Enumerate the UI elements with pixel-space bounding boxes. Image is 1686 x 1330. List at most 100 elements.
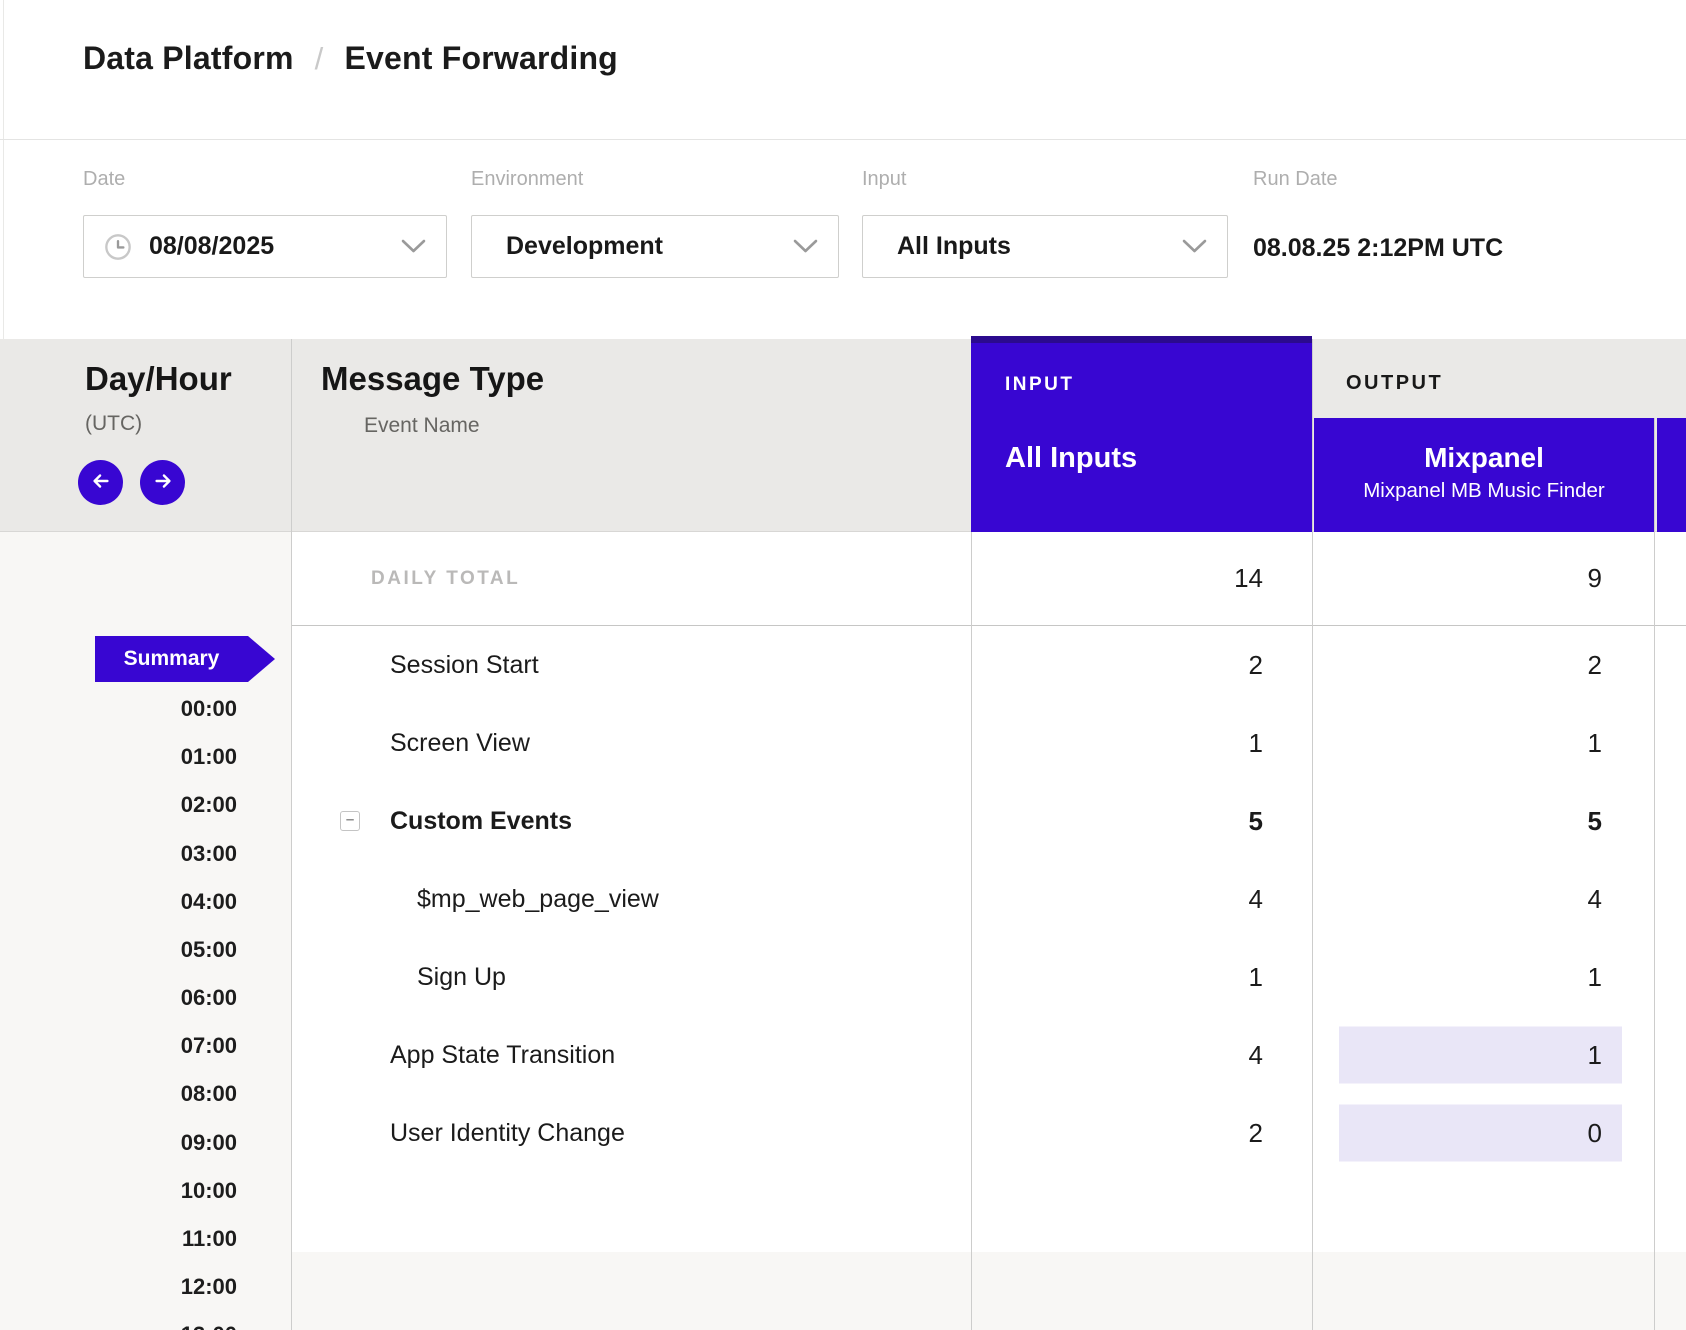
daily-total-output-value: 9 [1312, 563, 1654, 594]
table-row: – Custom Events 55 [291, 782, 1686, 860]
event-label-cell: – Custom Events [291, 807, 971, 836]
input-dropdown[interactable]: All Inputs [862, 215, 1228, 278]
event-label-cell: Session Start [291, 651, 971, 680]
mixpanel-column-subtitle: Mixpanel MB Music Finder [1314, 479, 1654, 503]
input-value: All Inputs [897, 232, 1011, 261]
header-divider [0, 139, 1686, 140]
breadcrumb-data-platform[interactable]: Data Platform [83, 40, 294, 77]
clock-icon [104, 233, 132, 261]
event-label-cell: Sign Up [291, 963, 971, 992]
environment-value: Development [506, 232, 663, 261]
hour-label[interactable]: 07:00 [0, 1033, 237, 1059]
output-count-cell: 4 [1312, 884, 1654, 915]
hour-label[interactable]: 05:00 [0, 937, 237, 963]
arrow-left-icon [90, 470, 112, 495]
chevron-down-icon [401, 239, 426, 254]
table-row: App State Transition 41 [291, 1016, 1686, 1094]
event-label-cell: App State Transition [291, 1041, 971, 1070]
event-label: Custom Events [390, 807, 572, 835]
hour-label[interactable]: 03:00 [0, 841, 237, 867]
all-inputs-column-title: All Inputs [1005, 442, 1312, 475]
column-divider [291, 339, 292, 1330]
panel-left-edge [3, 0, 4, 339]
day-hour-subtitle: (UTC) [85, 412, 142, 436]
next-day-button[interactable] [140, 460, 185, 505]
breadcrumb-separator: / [315, 41, 324, 77]
next-output-column-header[interactable] [1657, 418, 1686, 532]
previous-day-button[interactable] [78, 460, 123, 505]
table-row: Screen View11 [291, 704, 1686, 782]
input-count-cell: 1 [971, 962, 1312, 993]
date-value: 08/08/2025 [149, 232, 274, 261]
output-count-cell: 0 [1312, 1118, 1654, 1149]
input-count-cell: 4 [971, 1040, 1312, 1071]
table-row: User Identity Change 20 [291, 1094, 1686, 1172]
input-count-cell: 4 [971, 884, 1312, 915]
run-date-value: 08.08.25 2:12PM UTC [1253, 234, 1503, 263]
hour-label[interactable]: 00:00 [0, 696, 237, 722]
column-divider [1312, 339, 1313, 1330]
daily-total-row: DAILY TOTAL 14 9 [291, 532, 1686, 626]
environment-filter-label: Environment [471, 168, 583, 191]
event-label: Session Start [390, 651, 539, 679]
table-row: Session Start 22 [291, 626, 1686, 704]
event-label: Screen View [390, 729, 530, 757]
message-type-header: Message Type [321, 360, 544, 398]
day-hour-header: Day/Hour [85, 360, 232, 398]
run-date-label: Run Date [1253, 168, 1338, 191]
table-row: $mp_web_page_view 44 [291, 860, 1686, 938]
input-count-cell: 2 [971, 1118, 1312, 1149]
input-count-cell: 1 [971, 728, 1312, 759]
event-label: App State Transition [390, 1041, 615, 1069]
daily-total-label: DAILY TOTAL [291, 568, 971, 590]
hour-label[interactable]: 11:00 [0, 1226, 237, 1252]
breadcrumb-event-forwarding[interactable]: Event Forwarding [344, 40, 617, 77]
event-label: $mp_web_page_view [417, 885, 659, 913]
output-count-cell: 1 [1312, 962, 1654, 993]
breadcrumb: Data Platform / Event Forwarding [83, 40, 618, 77]
event-forwarding-page: Data Platform / Event Forwarding Date En… [0, 0, 1686, 1330]
dropped-count-highlight [1339, 1027, 1622, 1084]
input-filter-label: Input [862, 168, 906, 191]
event-name-subtitle: Event Name [364, 414, 480, 438]
output-count-cell: 2 [1312, 650, 1654, 681]
table-row: Sign Up 11 [291, 938, 1686, 1016]
collapse-minus-icon[interactable]: – [340, 811, 360, 831]
dropped-count-highlight [1339, 1105, 1622, 1162]
event-label-cell: Screen View [291, 729, 971, 758]
date-filter-label: Date [83, 168, 125, 191]
output-group-label: OUTPUT [1346, 372, 1443, 395]
input-column-selected-strip [971, 336, 1312, 343]
input-group-label: INPUT [1005, 374, 1312, 396]
chevron-down-icon [793, 239, 818, 254]
hour-label[interactable]: 02:00 [0, 792, 237, 818]
hour-label[interactable]: 09:00 [0, 1130, 237, 1156]
arrow-right-icon [152, 470, 174, 495]
event-label: User Identity Change [390, 1119, 625, 1147]
table-footer-area [291, 1252, 1686, 1330]
environment-dropdown[interactable]: Development [471, 215, 839, 278]
chevron-down-icon [1182, 239, 1207, 254]
hour-label[interactable]: 06:00 [0, 985, 237, 1011]
mixpanel-column-title: Mixpanel [1314, 442, 1654, 474]
column-divider [1654, 418, 1655, 1330]
output-count-cell: 1 [1312, 1040, 1654, 1071]
event-label: Sign Up [417, 963, 506, 991]
input-count-cell: 5 [971, 806, 1312, 837]
input-count-cell: 2 [971, 650, 1312, 681]
output-count-cell: 5 [1312, 806, 1654, 837]
hour-label[interactable]: 13:00 [0, 1322, 237, 1330]
input-column-header[interactable]: INPUT All Inputs [971, 336, 1312, 532]
hour-label[interactable]: 12:00 [0, 1274, 237, 1300]
hour-label[interactable]: 01:00 [0, 744, 237, 770]
hour-label[interactable]: 10:00 [0, 1178, 237, 1204]
hour-label[interactable]: 04:00 [0, 889, 237, 915]
event-label-cell: $mp_web_page_view [291, 885, 971, 914]
summary-tab[interactable]: Summary [95, 636, 275, 682]
event-rows: Session Start22Screen View11–Custom Even… [291, 626, 1686, 1172]
date-dropdown[interactable]: 08/08/2025 [83, 215, 447, 278]
hour-label[interactable]: 08:00 [0, 1081, 237, 1107]
daily-total-input-value: 14 [971, 563, 1312, 594]
mixpanel-column-header[interactable]: Mixpanel Mixpanel MB Music Finder [1314, 418, 1654, 532]
event-label-cell: User Identity Change [291, 1119, 971, 1148]
